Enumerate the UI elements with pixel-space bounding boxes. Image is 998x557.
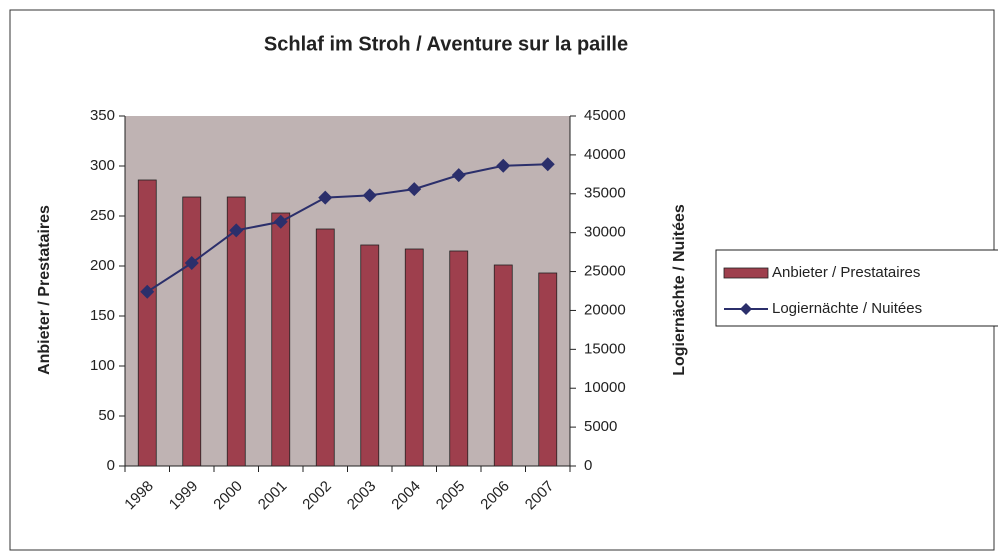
line-marker [273,214,288,229]
legend-label: Anbieter / Prestataires [772,264,920,281]
bar [226,196,246,467]
bar [493,264,513,467]
line-marker [496,158,511,173]
line-marker [140,284,155,299]
y-tick-label: 100 [90,357,115,374]
y-tick-label: 50 [98,407,115,424]
y-tick-label: 200 [90,257,115,274]
line-marker [362,188,377,203]
bar [271,212,291,467]
bar [182,196,202,467]
y2-tick-label: 25000 [584,263,626,280]
y2-tick-label: 5000 [584,418,617,435]
y-tick-label: 350 [90,107,115,124]
legend-marker [740,303,752,315]
bar [449,250,469,467]
y2-tick-label: 40000 [584,146,626,163]
y2-tick-label: 0 [584,457,592,474]
y2-tick-label: 30000 [584,224,626,241]
y2-tick-label: 20000 [584,301,626,318]
y-tick-label: 150 [90,307,115,324]
line-marker [229,223,244,238]
y-tick-label: 0 [107,457,115,474]
line-marker [540,157,555,172]
y2-tick-label: 45000 [584,107,626,124]
y2-tick-label: 35000 [584,185,626,202]
y-axis-label: Anbieter / Prestataires [36,205,53,375]
line [146,163,548,293]
line-marker [318,190,333,205]
bar [137,179,157,467]
y2-tick-label: 15000 [584,340,626,357]
y2-axis-label: Logiernächte / Nuitées [671,204,688,376]
bar [404,248,424,467]
bar [360,244,380,467]
line-marker [184,256,199,270]
legend-label: Logiernächte / Nuitées [772,300,922,317]
line-marker [407,182,422,197]
line-marker [451,168,466,183]
bar [315,228,335,467]
legend-box [715,249,998,327]
chart-title: Schlaf im Stroh / Aventure sur la paille [264,33,628,55]
y2-tick-label: 10000 [584,379,626,396]
y-tick-label: 250 [90,207,115,224]
bar [538,272,558,467]
legend-swatch [723,267,769,279]
y-tick-label: 300 [90,157,115,174]
